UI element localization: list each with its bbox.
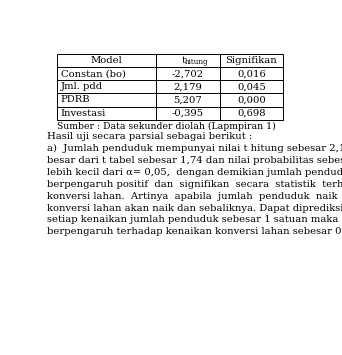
Text: 5,207: 5,207 [174, 95, 202, 104]
Text: t: t [182, 56, 186, 65]
Bar [156, 80, 220, 93]
Text: Investasi: Investasi [61, 109, 106, 118]
Text: Signifikan: Signifikan [225, 56, 277, 65]
Text: berpengaruh terhadap kenaikan konversi lahan sebesar 0,012: berpengaruh terhadap kenaikan konversi l… [47, 228, 342, 236]
Text: a)  Jumlah penduduk mempunyai nilai t hitung sebesar 2,179 lebih: a) Jumlah penduduk mempunyai nilai t hit… [47, 144, 342, 153]
Text: -0,395: -0,395 [172, 109, 204, 118]
Bar [220, 106, 283, 120]
Text: besar dari t tabel sebesar 1,74 dan nilai probabilitas sebesar 0,045: besar dari t tabel sebesar 1,74 dan nila… [47, 156, 342, 165]
Bar [220, 67, 283, 80]
Text: 0,016: 0,016 [237, 69, 266, 78]
Text: Constan (bo): Constan (bo) [61, 69, 126, 78]
Text: hitung: hitung [185, 58, 209, 66]
Text: 0,045: 0,045 [237, 82, 266, 91]
Text: konversi lahan akan naik dan sebaliknya. Dapat diprediksi bahwa: konversi lahan akan naik dan sebaliknya.… [47, 203, 342, 213]
Text: konversi lahan.  Artinya  apabila  jumlah  penduduk  naik  maka: konversi lahan. Artinya apabila jumlah p… [47, 192, 342, 201]
Bar [220, 93, 283, 106]
Text: lebih kecil dari α= 0,05,  dengan demikian jumlah penduduk: lebih kecil dari α= 0,05, dengan demikia… [47, 168, 342, 177]
Text: Hasil uji secara parsial sebagai berikut :: Hasil uji secara parsial sebagai berikut… [47, 132, 252, 141]
Bar [156, 106, 220, 120]
Text: -2,702: -2,702 [172, 69, 204, 78]
Text: 0,000: 0,000 [237, 95, 266, 104]
Text: Sumber : Data sekunder diolah (Lapmpiran 1): Sumber : Data sekunder diolah (Lapmpiran… [57, 122, 276, 131]
Bar [57, 80, 156, 93]
Bar [220, 54, 283, 67]
Bar [57, 54, 156, 67]
Text: 0,698: 0,698 [237, 109, 266, 118]
Text: PDRB: PDRB [61, 95, 90, 104]
Text: Jml. pdd: Jml. pdd [61, 82, 103, 91]
Bar [57, 106, 156, 120]
Bar [57, 93, 156, 106]
Bar [156, 93, 220, 106]
Text: berpengaruh positif  dan  signifikan  secara  statistik  terhadap: berpengaruh positif dan signifikan secar… [47, 180, 342, 189]
Bar [57, 67, 156, 80]
Bar [156, 54, 220, 67]
Bar [220, 80, 283, 93]
Text: 2,179: 2,179 [173, 82, 202, 91]
Text: Model: Model [91, 56, 122, 65]
Text: setiap kenaikan jumlah penduduk sebesar 1 satuan maka akan: setiap kenaikan jumlah penduduk sebesar … [47, 215, 342, 224]
Bar [156, 67, 220, 80]
